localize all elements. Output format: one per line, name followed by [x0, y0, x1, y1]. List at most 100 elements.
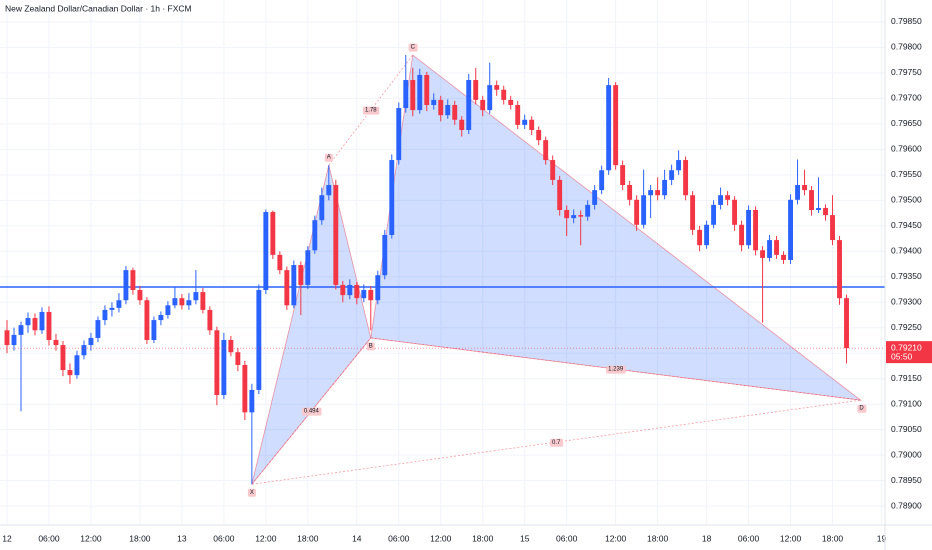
candle-body	[844, 298, 849, 349]
candle-body	[445, 105, 451, 116]
candle-body	[739, 224, 745, 246]
candle-body	[32, 318, 38, 331]
x-tick-label: 12:00	[780, 533, 802, 543]
candle-body	[823, 207, 828, 216]
pattern-point-box	[408, 43, 418, 52]
x-tick-label: 19	[877, 533, 887, 543]
candle-body	[704, 224, 710, 246]
candle-body	[382, 234, 388, 276]
candle-body	[613, 85, 619, 166]
x-tick-label: 06:00	[388, 533, 410, 543]
candle-body	[571, 215, 577, 219]
candle-body	[830, 215, 835, 241]
candle-body	[116, 300, 122, 308]
candle-body	[718, 195, 724, 205]
y-tick-label: 0.79350	[891, 271, 922, 281]
candle-body	[816, 207, 821, 210]
pattern-point-box	[247, 488, 256, 497]
candle-body	[550, 160, 556, 180]
candle-body	[767, 240, 773, 258]
candle-body	[18, 325, 24, 335]
candle-body	[137, 290, 143, 301]
candle-body	[690, 195, 696, 230]
y-tick-label: 0.79050	[891, 424, 922, 434]
candle-body	[102, 309, 108, 321]
ratio-line	[251, 399, 861, 485]
candle-body	[81, 345, 87, 356]
x-tick-label: 12:00	[605, 533, 627, 543]
last-price-label: 0.79210	[891, 342, 922, 352]
candle-body	[312, 220, 318, 251]
y-tick-label: 0.79300	[891, 297, 922, 307]
candle-body	[431, 99, 437, 105]
candle-body	[221, 339, 227, 396]
candle-body	[95, 320, 101, 338]
candle-body	[515, 105, 521, 125]
candle-body	[788, 199, 794, 260]
candle-body	[67, 370, 73, 376]
candle-body	[179, 298, 185, 306]
ratio-label: 0.494	[304, 409, 320, 415]
candle-body	[375, 275, 381, 301]
x-tick-label: 18:00	[129, 533, 151, 543]
candle-body	[592, 190, 598, 205]
y-tick-label: 0.79100	[891, 398, 922, 408]
candle-body	[130, 270, 136, 291]
candle-body	[396, 108, 402, 161]
y-tick-label: 0.79850	[891, 16, 922, 26]
candle-body	[186, 300, 192, 306]
candle-body	[697, 229, 703, 246]
candle-body	[347, 284, 353, 296]
candle-body	[564, 210, 570, 219]
ratio-label-box	[301, 407, 322, 416]
chart-title: New Zealand Dollar/Canadian Dollar · 1h …	[5, 3, 192, 13]
candle-body	[424, 74, 430, 105]
candle-body	[648, 190, 654, 196]
candle-body	[109, 307, 115, 310]
candle-body	[774, 240, 780, 255]
ratio-label-box	[362, 106, 380, 115]
candle-body	[837, 240, 842, 299]
candle-body	[193, 292, 199, 301]
candle-body	[249, 389, 255, 413]
candle-body	[452, 105, 458, 120]
candle-body	[578, 215, 584, 217]
y-tick-label: 0.79800	[891, 42, 922, 52]
y-tick-label: 0.79450	[891, 220, 922, 230]
candle-body	[277, 254, 283, 271]
candle-body	[214, 330, 220, 396]
x-tick-label: 18:00	[647, 533, 669, 543]
candle-body	[368, 290, 374, 301]
x-tick-label: 06:00	[213, 533, 235, 543]
candle-body	[781, 254, 787, 260]
candle-body	[466, 80, 472, 130]
candle-body	[284, 270, 290, 306]
y-tick-label: 0.79550	[891, 169, 922, 179]
x-tick-label: 18:00	[297, 533, 319, 543]
candle-body	[389, 160, 395, 235]
candle-body	[410, 80, 416, 111]
x-tick-label: 14	[352, 533, 362, 543]
candle-body	[543, 140, 549, 161]
y-tick-label: 0.79750	[891, 67, 922, 77]
y-tick-label: 0.78900	[891, 500, 922, 510]
candle-body	[494, 85, 500, 90]
candle-body	[46, 311, 52, 340]
ratio-label: 0.7	[552, 440, 561, 446]
candle-body	[354, 284, 360, 299]
candle-body	[144, 300, 150, 340]
candle-body	[802, 185, 807, 191]
candle-body	[207, 309, 213, 331]
pattern-point-box	[366, 342, 375, 351]
ratio-line	[251, 337, 372, 485]
candle-body	[557, 179, 563, 210]
ratio-label-box	[606, 365, 626, 374]
pattern-point-label: C	[411, 45, 416, 51]
pattern-point-label: A	[327, 155, 331, 161]
candle-body	[60, 345, 66, 371]
candle-body	[620, 165, 626, 186]
candle-body	[753, 210, 759, 251]
pattern-point-label: D	[859, 406, 864, 412]
candle-body	[39, 311, 45, 331]
